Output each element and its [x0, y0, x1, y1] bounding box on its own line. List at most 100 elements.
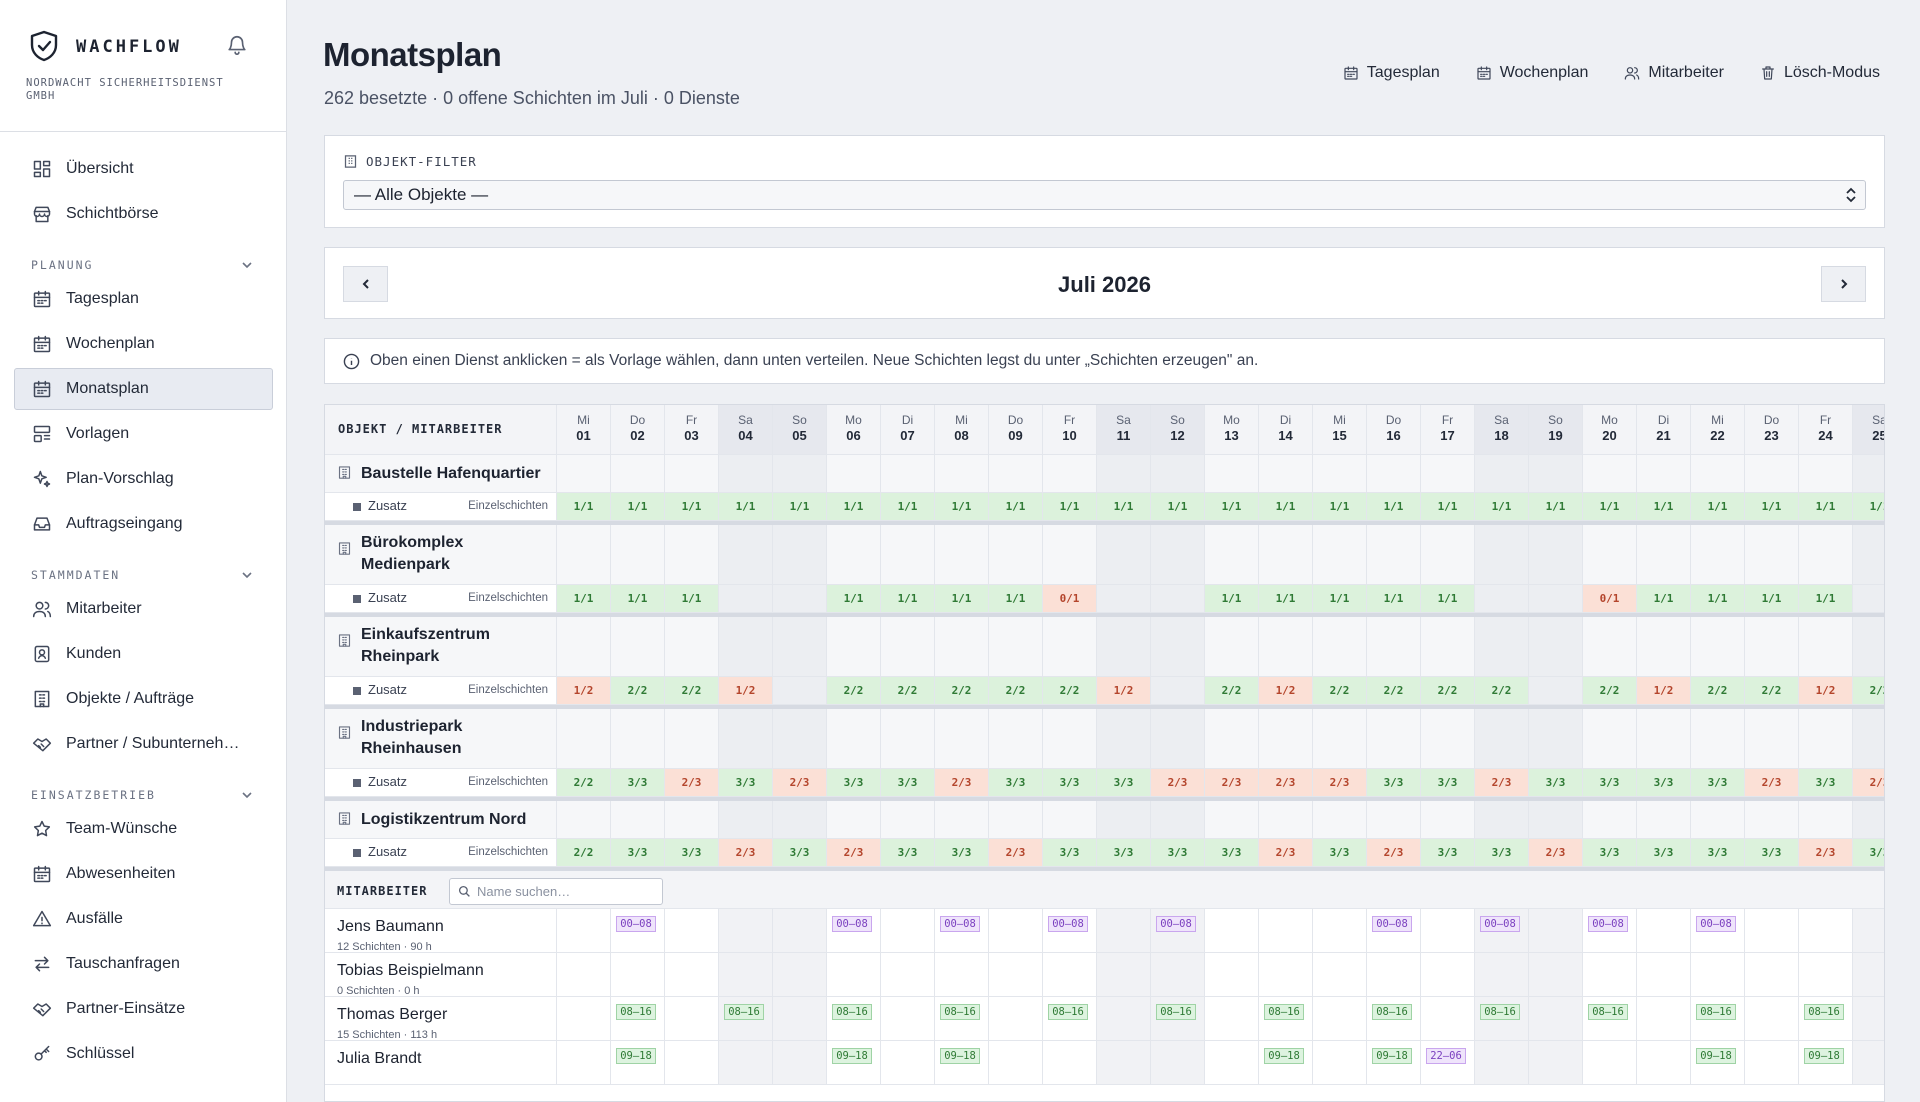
- object-row-header[interactable]: Bürokomplex Medienpark: [325, 525, 557, 585]
- employee-day-cell[interactable]: 00–08: [1151, 909, 1205, 953]
- employee-day-cell[interactable]: [1745, 997, 1799, 1041]
- employee-day-cell[interactable]: [1313, 909, 1367, 953]
- shift-chip[interactable]: 08–16: [616, 1004, 656, 1020]
- employee-day-cell[interactable]: [1529, 909, 1583, 953]
- employee-day-cell[interactable]: 08–16: [1259, 997, 1313, 1041]
- header-link-tagesplan[interactable]: Tagesplan: [1343, 64, 1440, 82]
- employee-day-cell[interactable]: [1637, 909, 1691, 953]
- shift-chip[interactable]: 00–08: [1696, 916, 1736, 932]
- shift-chip[interactable]: 08–16: [1264, 1004, 1304, 1020]
- employee-day-cell[interactable]: 22–06: [1421, 1041, 1475, 1085]
- coverage-cell[interactable]: 2/2: [1475, 677, 1529, 705]
- employee-day-cell[interactable]: 09–18: [1691, 1041, 1745, 1085]
- employee-day-cell[interactable]: [1583, 953, 1637, 997]
- coverage-cell[interactable]: 1/1: [1043, 493, 1097, 521]
- employee-day-cell[interactable]: [1853, 909, 1884, 953]
- employee-day-cell[interactable]: [665, 997, 719, 1041]
- coverage-cell[interactable]: 1/1: [557, 585, 611, 613]
- coverage-cell[interactable]: 3/3: [881, 839, 935, 867]
- coverage-cell[interactable]: 1/2: [719, 677, 773, 705]
- coverage-cell[interactable]: 1/1: [1853, 493, 1884, 521]
- employee-day-cell[interactable]: [989, 997, 1043, 1041]
- shift-chip[interactable]: 08–16: [1588, 1004, 1628, 1020]
- coverage-cell[interactable]: 3/3: [1745, 839, 1799, 867]
- employee-day-cell[interactable]: 08–16: [1691, 997, 1745, 1041]
- coverage-cell[interactable]: 1/1: [1421, 585, 1475, 613]
- coverage-cell[interactable]: 3/3: [665, 839, 719, 867]
- coverage-cell[interactable]: 3/3: [1583, 839, 1637, 867]
- coverage-cell[interactable]: 1/2: [1637, 677, 1691, 705]
- sidebar-item-objekte-auftrage[interactable]: Objekte / Aufträge: [14, 678, 273, 720]
- header-link-wochenplan[interactable]: Wochenplan: [1476, 64, 1588, 82]
- coverage-cell[interactable]: 1/1: [1259, 585, 1313, 613]
- object-row-header[interactable]: Logistikzentrum Nord: [325, 801, 557, 839]
- employee-day-cell[interactable]: [1259, 953, 1313, 997]
- employee-day-cell[interactable]: 08–16: [719, 997, 773, 1041]
- employee-day-cell[interactable]: [989, 909, 1043, 953]
- shift-chip[interactable]: 00–08: [1480, 916, 1520, 932]
- coverage-cell[interactable]: 2/3: [1745, 769, 1799, 797]
- shift-chip[interactable]: 08–16: [940, 1004, 980, 1020]
- coverage-cell[interactable]: 2/2: [1367, 677, 1421, 705]
- employee-day-cell[interactable]: [935, 953, 989, 997]
- coverage-cell[interactable]: 2/2: [1313, 677, 1367, 705]
- coverage-cell[interactable]: 3/3: [1421, 839, 1475, 867]
- employee-row-header[interactable]: Thomas Berger 15 Schichten · 113 h: [325, 997, 557, 1041]
- coverage-cell[interactable]: 2/3: [1151, 769, 1205, 797]
- employee-day-cell[interactable]: [1421, 909, 1475, 953]
- coverage-cell[interactable]: 2/2: [989, 677, 1043, 705]
- employee-day-cell[interactable]: [665, 909, 719, 953]
- shift-chip[interactable]: 00–08: [616, 916, 656, 932]
- employee-day-cell[interactable]: [881, 997, 935, 1041]
- coverage-cell[interactable]: 2/3: [1475, 769, 1529, 797]
- employee-day-cell[interactable]: 00–08: [935, 909, 989, 953]
- coverage-cell[interactable]: 2/3: [1205, 769, 1259, 797]
- shift-chip[interactable]: 09–18: [1264, 1048, 1304, 1064]
- sidebar-item-schichtborse[interactable]: Schichtbörse: [14, 193, 273, 235]
- coverage-cell[interactable]: 2/3: [989, 839, 1043, 867]
- employee-day-cell[interactable]: 00–08: [1043, 909, 1097, 953]
- coverage-cell[interactable]: 1/1: [1745, 493, 1799, 521]
- employee-day-cell[interactable]: [1313, 953, 1367, 997]
- employee-day-cell[interactable]: [773, 953, 827, 997]
- employee-day-cell[interactable]: [1475, 1041, 1529, 1085]
- coverage-cell[interactable]: [1853, 585, 1884, 613]
- employee-day-cell[interactable]: [1259, 909, 1313, 953]
- coverage-cell[interactable]: 1/1: [1205, 493, 1259, 521]
- coverage-cell[interactable]: [1529, 677, 1583, 705]
- coverage-cell[interactable]: 3/3: [1043, 769, 1097, 797]
- shift-chip[interactable]: 09–18: [616, 1048, 656, 1064]
- coverage-cell[interactable]: 2/3: [1259, 769, 1313, 797]
- sidebar-item-team-wunsche[interactable]: Team-Wünsche: [14, 808, 273, 850]
- coverage-cell[interactable]: 2/2: [1205, 677, 1259, 705]
- coverage-cell[interactable]: 1/1: [1637, 585, 1691, 613]
- shift-chip[interactable]: 09–18: [1804, 1048, 1844, 1064]
- sidebar-section-einsatzbetrieb[interactable]: EINSATZBETRIEB: [14, 768, 273, 808]
- shift-chip[interactable]: 00–08: [832, 916, 872, 932]
- shift-chip[interactable]: 08–16: [1372, 1004, 1412, 1020]
- employee-day-cell[interactable]: [827, 953, 881, 997]
- coverage-cell[interactable]: 1/1: [1745, 585, 1799, 613]
- coverage-cell[interactable]: [1475, 585, 1529, 613]
- employee-day-cell[interactable]: [557, 1041, 611, 1085]
- employee-day-cell[interactable]: [1583, 1041, 1637, 1085]
- shift-chip[interactable]: 22–06: [1426, 1048, 1466, 1064]
- employee-day-cell[interactable]: 08–16: [1799, 997, 1853, 1041]
- employee-day-cell[interactable]: [1853, 1041, 1884, 1085]
- employee-day-cell[interactable]: 00–08: [827, 909, 881, 953]
- employee-day-cell[interactable]: 08–16: [1151, 997, 1205, 1041]
- coverage-cell[interactable]: 3/3: [1313, 839, 1367, 867]
- sidebar-item-wochenplan[interactable]: Wochenplan: [14, 323, 273, 365]
- employee-row-header[interactable]: Tobias Beispielmann 0 Schichten · 0 h: [325, 953, 557, 997]
- employee-day-cell[interactable]: [1205, 909, 1259, 953]
- employee-search-input[interactable]: Name suchen…: [449, 878, 663, 905]
- employee-day-cell[interactable]: 08–16: [611, 997, 665, 1041]
- sidebar-section-planung[interactable]: PLANUNG: [14, 238, 273, 278]
- sidebar-item-auftragseingang[interactable]: Auftragseingang: [14, 503, 273, 545]
- employee-day-cell[interactable]: 09–18: [1367, 1041, 1421, 1085]
- employee-day-cell[interactable]: [1745, 953, 1799, 997]
- coverage-cell[interactable]: 1/1: [1313, 493, 1367, 521]
- employee-day-cell[interactable]: 09–18: [827, 1041, 881, 1085]
- employee-day-cell[interactable]: [719, 909, 773, 953]
- coverage-cell[interactable]: 3/3: [1853, 839, 1884, 867]
